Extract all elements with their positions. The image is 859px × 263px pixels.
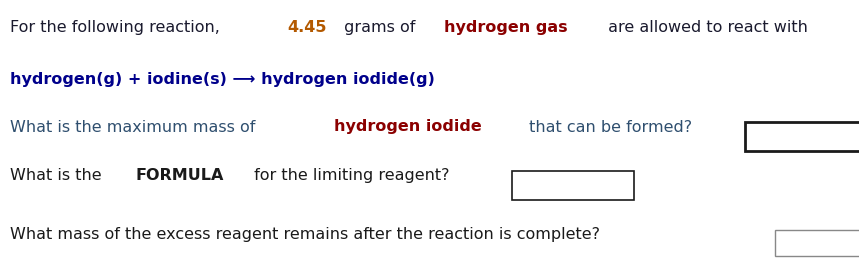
Text: that can be formed?: that can be formed? — [524, 119, 692, 134]
Text: hydrogen gas: hydrogen gas — [444, 19, 568, 34]
Text: FORMULA: FORMULA — [135, 168, 223, 183]
FancyBboxPatch shape — [776, 230, 859, 256]
Text: for the limiting reagent?: for the limiting reagent? — [249, 168, 449, 183]
Text: grams of: grams of — [338, 19, 420, 34]
Text: are allowed to react with: are allowed to react with — [603, 19, 813, 34]
Text: For the following reaction,: For the following reaction, — [10, 19, 225, 34]
Text: What is the maximum mass of: What is the maximum mass of — [10, 119, 261, 134]
Text: 4.45: 4.45 — [288, 19, 327, 34]
Text: What is the: What is the — [10, 168, 107, 183]
Text: What mass of the excess reagent remains after the reaction is complete?: What mass of the excess reagent remains … — [10, 227, 600, 242]
Text: hydrogen(g) + iodine(s) ⟶ hydrogen iodide(g): hydrogen(g) + iodine(s) ⟶ hydrogen iodid… — [10, 72, 436, 87]
FancyBboxPatch shape — [512, 171, 634, 200]
FancyBboxPatch shape — [745, 122, 859, 151]
Text: hydrogen iodide: hydrogen iodide — [333, 119, 481, 134]
